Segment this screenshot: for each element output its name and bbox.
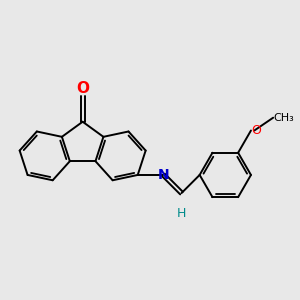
Text: O: O — [76, 81, 89, 96]
Text: O: O — [252, 124, 262, 137]
Text: CH₃: CH₃ — [274, 113, 295, 123]
Text: N: N — [158, 168, 169, 182]
Text: H: H — [177, 207, 186, 220]
